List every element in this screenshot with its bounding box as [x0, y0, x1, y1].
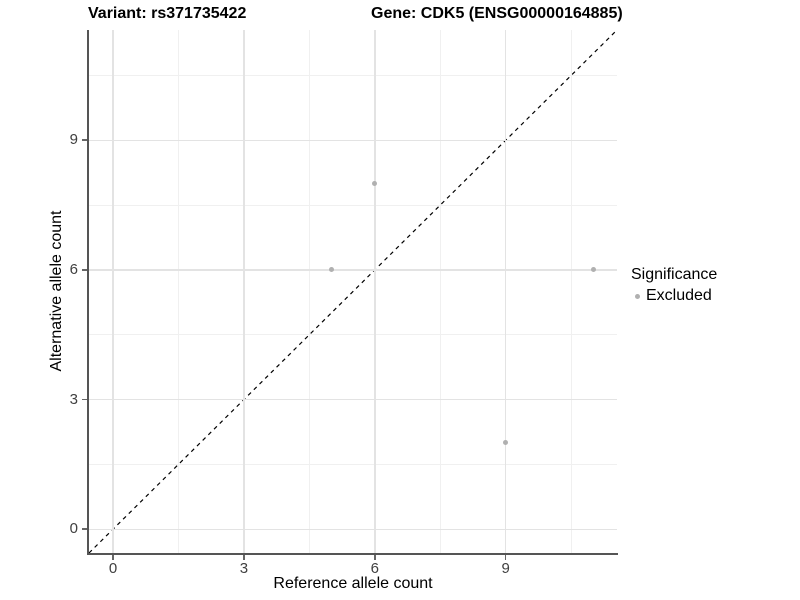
identity-line-layer [88, 29, 618, 554]
legend-point-icon [635, 293, 640, 299]
legend-title: Significance [631, 266, 718, 283]
y-tick-mark [82, 528, 87, 530]
x-tick-label: 3 [239, 560, 249, 577]
y-tick-label: 6 [69, 260, 78, 278]
y-tick-mark [82, 269, 87, 271]
y-tick-mark [82, 398, 87, 401]
major-gridline-vertical [374, 30, 376, 553]
minor-gridline-horizontal [89, 74, 617, 76]
x-tick-mark [504, 555, 507, 560]
x-tick-label: 6 [370, 560, 379, 577]
y-axis-title: Alternative allele count [48, 210, 65, 372]
y-tick-label: 0 [69, 520, 78, 538]
y-tick-label: 3 [69, 390, 78, 408]
minor-gridline-vertical [177, 30, 179, 553]
data-point [503, 440, 509, 446]
x-tick-label: 9 [501, 560, 510, 577]
y-tick-mark [82, 139, 87, 141]
minor-gridline-horizontal [89, 463, 617, 465]
major-gridline-vertical [112, 30, 114, 553]
minor-gridline-horizontal [89, 204, 617, 206]
minor-gridline-vertical [570, 30, 572, 553]
x-tick-mark [374, 555, 376, 560]
y-axis-line [87, 30, 89, 555]
minor-gridline-vertical [308, 30, 310, 553]
x-axis-title: Reference allele count [273, 575, 433, 592]
identity-dashed-line [88, 29, 618, 554]
x-tick-mark [112, 555, 114, 560]
legend-item-label: Excluded [646, 287, 712, 304]
major-gridline-horizontal [89, 398, 617, 401]
x-tick-mark [243, 555, 245, 560]
plot-title-gene: Gene: CDK5 (ENSG00000164885) [371, 5, 623, 22]
legend-item-excluded: Excluded [631, 287, 717, 305]
data-point [590, 267, 596, 273]
major-gridline-horizontal [89, 139, 617, 141]
y-tick-label: 9 [69, 131, 78, 149]
x-axis-line [87, 553, 618, 555]
major-gridline-horizontal [89, 269, 617, 271]
minor-gridline-horizontal [89, 334, 617, 336]
plot-title-variant: Variant: rs371735422 [88, 5, 247, 22]
major-gridline-vertical [243, 30, 245, 553]
data-point [328, 267, 334, 273]
data-point [372, 180, 378, 186]
minor-gridline-vertical [439, 30, 441, 553]
x-tick-label: 0 [108, 560, 118, 577]
major-gridline-vertical [505, 30, 507, 553]
major-gridline-horizontal [89, 528, 617, 530]
legend: Significance Excluded [631, 266, 717, 305]
